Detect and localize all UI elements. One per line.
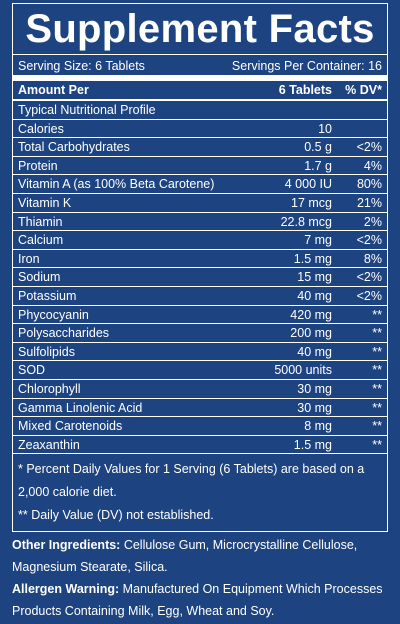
nutrient-row: Phycocyanin 420 mg ** <box>13 306 387 325</box>
amount: 1.5 mg <box>293 251 332 266</box>
footnote: * Percent Daily Values for 1 Serving (6 … <box>18 462 365 500</box>
header-dv: % DV* <box>345 83 382 97</box>
daily-value: <2% <box>356 140 382 155</box>
title: Supplement Facts <box>25 7 375 51</box>
amount: 17 mcg <box>291 195 332 210</box>
nutrient-row: Polysaccharides 200 mg ** <box>13 324 387 343</box>
nutrient-name: Mixed Carotenoids <box>18 419 123 434</box>
nutrient-name: Chlorophyll <box>18 381 81 396</box>
daily-value: <2% <box>356 270 382 285</box>
nutrient-name: Thiamin <box>18 214 63 229</box>
amount: 0.5 g <box>304 140 332 155</box>
nutrient-name: Vitamin K <box>18 195 72 210</box>
nutrient-row: Gamma Linolenic Acid 30 mg ** <box>13 399 387 418</box>
daily-value: 4% <box>363 158 382 173</box>
amount: 22.8 mcg <box>280 214 332 229</box>
nutrient-name: SOD <box>18 363 46 378</box>
nutrient-row: Zeaxanthin 1.5 mg ** <box>13 436 387 455</box>
nutrient-row: Mixed Carotenoids 8 mg ** <box>13 417 387 436</box>
amount: 30 mg <box>297 400 332 415</box>
header-amount: 6 Tablets <box>278 83 332 97</box>
amount: 8 mg <box>304 419 332 434</box>
nutrient-name: Vitamin A (as 100% Beta Carotene) <box>18 177 215 192</box>
nutrient-row: Sulfolipids 40 mg ** <box>13 343 387 362</box>
nutrient-name: Typical Nutritional Profile <box>18 103 156 117</box>
daily-value: ** <box>372 381 382 396</box>
daily-value: ** <box>372 344 382 359</box>
amount-cell <box>242 101 332 119</box>
divider <box>13 75 387 81</box>
daily-value: ** <box>372 437 382 452</box>
daily-value: <2% <box>356 233 382 248</box>
daily-value: ** <box>372 419 382 434</box>
header-name: Amount Per <box>18 83 89 97</box>
nutrient-name: Protein <box>18 158 58 173</box>
nutrient-row: Thiamin 22.8 mcg 2% <box>13 213 387 232</box>
serving-size: Serving Size: 6 Tablets <box>18 59 145 73</box>
nutrient-row: Typical Nutritional Profile <box>13 101 387 120</box>
amount: 420 mg <box>290 307 332 322</box>
ingredients: Other Ingredients: Cellulose Gum, Microc… <box>12 534 390 622</box>
nutrient-name: Calcium <box>18 233 64 248</box>
nutrient-row: Sodium 15 mg <2% <box>13 268 387 287</box>
daily-value: <2% <box>356 288 382 303</box>
daily-value: ** <box>372 326 382 341</box>
nutrient-name: Gamma Linolenic Acid <box>18 400 143 415</box>
amount: 5000 units <box>274 363 332 378</box>
nutrient-row: Total Carbohydrates 0.5 g <2% <box>13 138 387 157</box>
amount: 7 mg <box>304 233 332 248</box>
amount: 40 mg <box>297 288 332 303</box>
amount: 4 000 IU <box>284 177 332 192</box>
nutrient-name: Total Carbohydrates <box>18 140 130 155</box>
amount: 1.7 g <box>304 158 332 173</box>
label: Other Ingredients: <box>12 538 121 552</box>
label: Allergen Warning: <box>12 582 120 596</box>
daily-value: ** <box>372 363 382 378</box>
daily-value: ** <box>372 400 382 415</box>
nutrient-name: Phycocyanin <box>18 307 89 322</box>
footnote: ** Daily Value (DV) not established. <box>18 508 214 523</box>
nutrient-name: Polysaccharides <box>18 326 110 341</box>
text: Manufactured On Equipment Which Processe… <box>12 582 383 618</box>
text: Cellulose Gum, Microcrystalline Cellulos… <box>12 538 358 574</box>
nutrient-row: Vitamin K 17 mcg 21% <box>13 194 387 213</box>
daily-value: ** <box>372 307 382 322</box>
amount: 200 mg <box>290 326 332 341</box>
daily-value: 80% <box>356 177 382 192</box>
amount: 1.5 mg <box>293 437 332 452</box>
nutrient-name: Sulfolipids <box>18 344 75 359</box>
nutrient-row: Calcium 7 mg <2% <box>13 231 387 250</box>
nutrient-row: Potassium 40 mg <2% <box>13 287 387 306</box>
footnotes: * Percent Daily Values for 1 Serving (6 … <box>13 454 387 531</box>
nutrient-row: SOD 5000 units ** <box>13 361 387 380</box>
nutrient-row: Protein 1.7 g 4% <box>13 157 387 176</box>
nutrient-name: Sodium <box>18 270 61 285</box>
daily-value: 2% <box>363 214 382 229</box>
amount: 10 <box>318 121 332 136</box>
table-header: Amount Per 6 Tablets % DV* <box>13 81 387 101</box>
servings-per-container: Servings Per Container: 16 <box>231 59 382 73</box>
nutrient-name: Calories <box>18 121 64 136</box>
daily-value: 8% <box>363 251 382 266</box>
facts-panel: Supplement Facts Serving Size: 6 Tablets… <box>12 3 388 532</box>
dv-cell <box>332 120 382 138</box>
nutrient-table: Typical Nutritional Profile Calories 10 Tot… <box>13 101 387 455</box>
amount: 15 mg <box>297 270 332 285</box>
nutrient-row: Iron 1.5 mg 8% <box>13 250 387 269</box>
nutrient-name: Potassium <box>18 288 77 303</box>
nutrient-row: Chlorophyll 30 mg ** <box>13 380 387 399</box>
serving-info: Serving Size: 6 Tablets Servings Per Con… <box>13 54 387 75</box>
nutrient-row: Calories 10 <box>13 120 387 139</box>
amount: 30 mg <box>297 381 332 396</box>
allergen-warning: Allergen Warning: Manufactured On Equipm… <box>12 578 390 622</box>
nutrient-row: Vitamin A (as 100% Beta Carotene) 4 000 I… <box>13 175 387 194</box>
amount: 40 mg <box>297 344 332 359</box>
nutrient-name: Zeaxanthin <box>18 437 80 452</box>
daily-value: 21% <box>356 195 382 210</box>
other-ingredients: Other Ingredients: Cellulose Gum, Microc… <box>12 534 390 578</box>
dv-cell <box>332 101 382 119</box>
nutrient-name: Iron <box>18 251 40 266</box>
